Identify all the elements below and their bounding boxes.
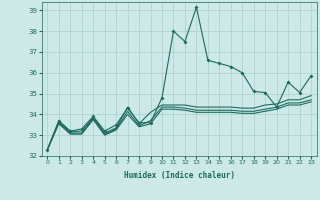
X-axis label: Humidex (Indice chaleur): Humidex (Indice chaleur) [124,171,235,180]
